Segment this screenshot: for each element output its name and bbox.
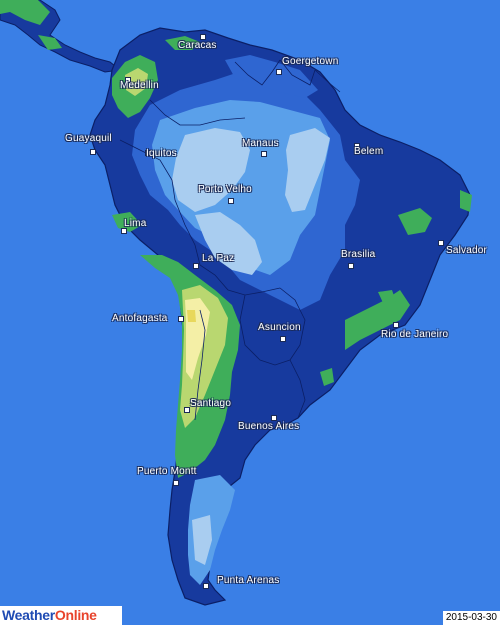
city-label-belem: Belem [354, 146, 384, 157]
map-date: 2015-03-30 [442, 611, 500, 625]
colombia-yellow [125, 68, 148, 96]
logo-text-part2: Online [54, 607, 97, 623]
city-label-la-paz: La Paz [202, 253, 235, 264]
belem-marker [354, 143, 360, 149]
city-label-antofagasta: Antofagasta [112, 313, 168, 324]
city-label-salvador: Salvador [446, 245, 488, 256]
lima-marker [121, 228, 127, 234]
city-label-buenos-aires: Buenos Aires [238, 421, 300, 432]
brasil-east-green-2 [460, 190, 472, 212]
georgetown-marker [276, 69, 282, 75]
city-label-santiago: Santiago [190, 398, 232, 409]
city-label-porto-velho: Porto Velho [198, 184, 252, 195]
peru-coast-green [112, 212, 142, 232]
asuncion-marker [280, 336, 286, 342]
amazon-pale-1 [172, 128, 250, 212]
central-america-green [0, 0, 50, 25]
rio-marker [393, 322, 399, 328]
city-label-puerto-montt: Puerto Montt [137, 466, 197, 477]
brasilia-marker [348, 263, 354, 269]
city-label-asuncion: Asuncion [258, 322, 301, 333]
medellin-marker [125, 77, 131, 83]
city-label-georgetown: Goergetown [282, 56, 339, 67]
city-label-brasilia: Brasilia [341, 249, 376, 260]
country-borders [119, 59, 341, 421]
city-label-rio: Rio de Janeiro [381, 329, 449, 340]
rio-green [345, 290, 410, 350]
central-america-green-2 [38, 35, 62, 50]
south-brazil-green [320, 368, 334, 386]
guayaquil-marker [90, 149, 96, 155]
city-label-iquitos: Iquitos [146, 148, 177, 159]
salvador-marker [438, 240, 444, 246]
santiago-marker [184, 407, 190, 413]
antofagasta-marker [178, 316, 184, 322]
puerto-montt-marker [173, 480, 179, 486]
manaus-marker [261, 151, 267, 157]
city-label-manaus: Manaus [242, 138, 279, 149]
punta-arenas-marker [203, 583, 209, 589]
guyana-light [225, 55, 318, 98]
amazon-pale-2 [195, 212, 262, 275]
rio-green-2 [378, 290, 396, 305]
porto-velho-marker [228, 198, 234, 204]
weatheronline-logo[interactable]: WeatherOnline [0, 606, 122, 625]
city-label-lima: Lima [124, 218, 147, 229]
amazon-pale-3 [285, 128, 330, 212]
caracas-marker [200, 34, 206, 40]
atacama-spot [187, 310, 196, 322]
caracas-green [165, 36, 200, 50]
city-label-caracas: Caracas [178, 40, 217, 51]
iquitos-marker [145, 150, 151, 156]
city-label-guayaquil: Guayaquil [65, 133, 112, 144]
brasil-east-green [398, 208, 432, 235]
la-paz-marker [193, 263, 199, 269]
south-mid [192, 515, 212, 565]
city-label-punta-arenas: Punta Arenas [217, 575, 280, 586]
logo-text-part1: Weather [2, 607, 55, 623]
city-label-medellin: Medellin [120, 80, 159, 91]
buenos-aires-marker [271, 415, 277, 421]
